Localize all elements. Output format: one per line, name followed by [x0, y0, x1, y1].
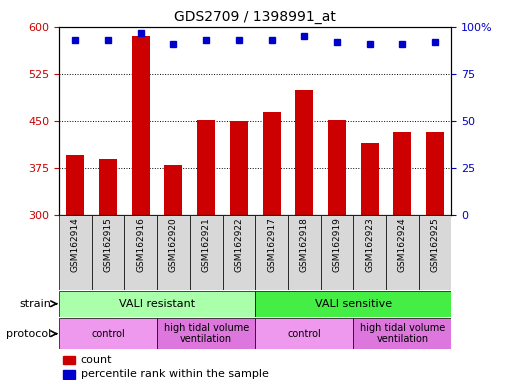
- Text: GSM162919: GSM162919: [332, 217, 342, 272]
- Bar: [63, 370, 75, 379]
- Bar: [426, 132, 444, 215]
- Text: GSM162920: GSM162920: [169, 217, 178, 272]
- Bar: [59, 215, 92, 290]
- Bar: [230, 121, 248, 215]
- Text: GSM162916: GSM162916: [136, 217, 145, 272]
- Text: percentile rank within the sample: percentile rank within the sample: [81, 369, 268, 379]
- Text: high tidal volume
ventilation: high tidal volume ventilation: [164, 323, 249, 344]
- Bar: [59, 318, 157, 349]
- Bar: [132, 36, 150, 215]
- Bar: [59, 291, 255, 317]
- Text: GSM162915: GSM162915: [104, 217, 112, 272]
- Bar: [124, 215, 157, 290]
- Bar: [361, 143, 379, 215]
- Bar: [255, 291, 451, 317]
- Bar: [99, 159, 117, 215]
- Bar: [393, 132, 411, 215]
- Bar: [353, 318, 451, 349]
- Text: high tidal volume
ventilation: high tidal volume ventilation: [360, 323, 445, 344]
- Bar: [157, 318, 255, 349]
- Bar: [63, 356, 75, 364]
- Bar: [263, 112, 281, 215]
- Text: GSM162914: GSM162914: [71, 217, 80, 272]
- Text: control: control: [287, 329, 321, 339]
- Text: control: control: [91, 329, 125, 339]
- Title: GDS2709 / 1398991_at: GDS2709 / 1398991_at: [174, 10, 336, 25]
- Bar: [255, 215, 288, 290]
- Bar: [288, 215, 321, 290]
- Text: VALI sensitive: VALI sensitive: [315, 299, 392, 309]
- Bar: [321, 215, 353, 290]
- Bar: [165, 165, 183, 215]
- Bar: [353, 215, 386, 290]
- Text: GSM162917: GSM162917: [267, 217, 276, 272]
- Text: protocol: protocol: [6, 329, 51, 339]
- Text: count: count: [81, 355, 112, 365]
- Bar: [255, 318, 353, 349]
- Bar: [66, 156, 84, 215]
- Bar: [92, 215, 125, 290]
- Text: GSM162922: GSM162922: [234, 217, 243, 272]
- Bar: [386, 215, 419, 290]
- Bar: [419, 215, 451, 290]
- Bar: [223, 215, 255, 290]
- Text: GSM162924: GSM162924: [398, 217, 407, 272]
- Text: GSM162921: GSM162921: [202, 217, 211, 272]
- Bar: [328, 120, 346, 215]
- Text: VALI resistant: VALI resistant: [119, 299, 195, 309]
- Bar: [197, 120, 215, 215]
- Bar: [295, 89, 313, 215]
- Text: GSM162918: GSM162918: [300, 217, 309, 272]
- Bar: [157, 215, 190, 290]
- Text: GSM162923: GSM162923: [365, 217, 374, 272]
- Text: strain: strain: [19, 299, 51, 309]
- Text: GSM162925: GSM162925: [430, 217, 440, 272]
- Bar: [190, 215, 223, 290]
